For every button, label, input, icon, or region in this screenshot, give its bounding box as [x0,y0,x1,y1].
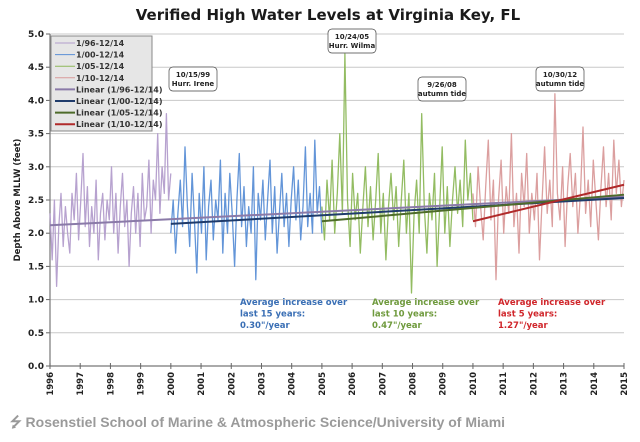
legend-label: Linear (1/00-12/14) [76,97,163,106]
x-tick-label: 2011 [499,372,509,396]
rate-note-line: Average increase over [372,298,480,308]
series-line-2 [170,139,323,281]
y-tick-label: 0.0 [28,362,44,372]
x-tick-labels: 1996 1997 1998 1999 2000 2001 2002 2003 2004 2005… [46,372,630,396]
trendline-4 [472,183,625,223]
trendline-3 [321,193,625,223]
legend-label: Linear (1/96-12/14) [76,85,163,94]
y-axis-label: Depth Above MLLW (feet) [13,139,23,262]
annotation-event: Hurr. Irene [172,80,215,88]
x-tick-label: 2007 [378,372,388,396]
legend-label: 1/96-12/14 [76,39,125,48]
x-tick-label: 2003 [257,372,267,396]
x-tick-label: 1999 [137,372,147,396]
x-tick-label: 2009 [439,372,449,396]
x-tick-label: 2002 [227,372,237,396]
chart: Verified High Water Levels at Virginia K… [13,6,630,396]
annotation-box [535,66,585,92]
y-tick-label: 1.0 [28,296,44,306]
annotation-date: 10/30/12 [543,71,577,79]
x-tick-label: 2014 [590,372,600,396]
series-line-3 [321,53,474,294]
legend-label: 1/00-12/14 [76,51,125,60]
y-tick-label: 3.0 [28,163,44,173]
y-tick-label: 3.5 [28,130,44,140]
axes [49,34,625,369]
annotation-date: 10/15/99 [176,71,210,79]
trendlines [49,183,625,227]
x-tick-label: 2012 [529,372,539,396]
x-tick-label: 2004 [288,372,298,396]
x-tick-label: 2001 [197,372,207,396]
legend-label: Linear (1/05-12/14) [76,109,163,118]
chart-title: Verified High Water Levels at Virginia K… [136,6,521,24]
y-tick-label: 0.5 [28,329,44,339]
rate-note-line: last 15 years: [240,310,305,320]
x-tick-label: 2010 [469,372,479,396]
annotation-event: autumn tide [536,80,585,88]
y-tick-label: 1.5 [28,262,44,272]
rate-note-line: Average increase over [498,298,606,308]
y-tick-label: 2.5 [28,196,44,206]
y-tick-label: 5.0 [28,30,44,40]
x-tick-label: 2013 [560,372,570,396]
legend-label: 1/10-12/14 [76,74,125,83]
y-tick-label: 2.0 [28,229,44,239]
y-tick-labels: 0.0 0.5 1.0 1.5 2.0 2.5 3.0 3.5 4.0 4.5 5.0 [28,30,44,372]
rate-notes: Average increase over last 15 years:0.30"… [240,298,606,331]
annotation-event: autumn tide [418,90,467,98]
rate-note-line: last 5 years: [498,310,557,320]
annotation-event: Hurr. Wilma [329,42,376,50]
annotation-date: 10/24/05 [335,33,369,41]
y-tick-label: 4.5 [28,63,44,73]
annotation-date: 9/26/08 [427,81,457,89]
y-tick-label: 4.0 [28,96,44,106]
annotation-box [417,76,467,102]
x-tick-label: 1998 [106,372,116,396]
rate-note-line: 1.27"/year [498,321,549,331]
rate-note-line: Average increase over [240,298,348,308]
source-credit: ⭍ Rosenstiel School of Marine & Atmosphe… [10,414,506,430]
x-tick-label: 1996 [46,372,56,396]
legend-label: 1/05-12/14 [76,62,125,71]
x-tick-label: 2006 [348,372,358,396]
x-tick-label: 2008 [409,372,419,396]
rate-note-line: 0.30"/year [240,321,291,331]
x-tick-label: 2015 [620,372,630,396]
legend-label: Linear (1/10-12/14) [76,120,163,129]
rate-note-line: 0.47"/year [372,321,423,331]
annotation-box [327,28,377,54]
x-tick-label: 2000 [167,372,177,396]
series-line-4 [472,93,625,281]
legend: 1/96-12/14 1/00-12/14 1/05-12/14 1/10-12/14… [50,35,163,132]
x-tick-label: 2005 [318,372,328,396]
legend-box [50,35,153,132]
x-tick-label: 1997 [76,372,86,396]
trendline-1 [49,195,625,227]
annotation-box [168,66,218,92]
rate-note-line: last 10 years: [372,310,437,320]
series-lines [49,53,625,294]
